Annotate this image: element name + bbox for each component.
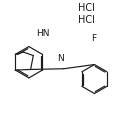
Text: HCl: HCl	[78, 15, 95, 24]
Text: HN: HN	[36, 28, 50, 37]
Text: HCl: HCl	[78, 3, 95, 13]
Text: N: N	[57, 54, 64, 63]
Text: F: F	[91, 34, 96, 43]
